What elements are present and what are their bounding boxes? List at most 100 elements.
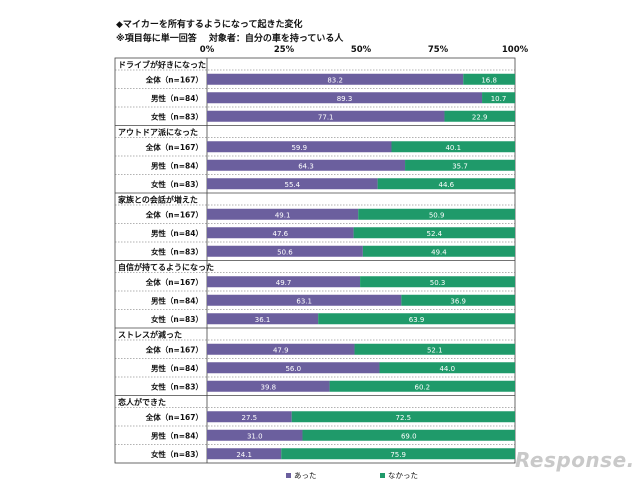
- data-label: 56.0: [285, 365, 301, 373]
- data-label: 35.7: [452, 162, 468, 170]
- bar-nakatta: [377, 178, 515, 190]
- x-tick-label: 100%: [502, 45, 529, 55]
- data-label: 72.5: [396, 414, 412, 422]
- data-label: 27.5: [242, 414, 258, 422]
- bar-nakatta: [482, 92, 515, 104]
- bar-atta: [207, 110, 445, 122]
- x-tick-label: 25%: [274, 45, 295, 55]
- bar-nakatta: [358, 208, 515, 220]
- data-label: 64.3: [298, 162, 314, 170]
- group-label: 恋人ができた: [118, 397, 166, 407]
- bar-atta: [207, 362, 380, 374]
- row-label: 全体（n=167）: [145, 412, 203, 422]
- data-label: 22.9: [472, 113, 488, 121]
- bar-atta: [207, 227, 354, 239]
- data-label: 49.1: [275, 211, 291, 219]
- bar-nakatta: [401, 294, 515, 306]
- group-label: 自信が持てるようになった: [118, 262, 214, 272]
- data-label: 60.2: [414, 383, 430, 391]
- data-label: 50.9: [429, 211, 445, 219]
- data-label: 63.1: [296, 297, 312, 305]
- data-label: 83.2: [327, 76, 343, 84]
- legend-swatch: [380, 473, 385, 478]
- bar-nakatta: [353, 227, 515, 239]
- row-label: 男性（n=84）: [151, 430, 203, 440]
- data-label: 47.9: [273, 346, 289, 354]
- bar-atta: [207, 73, 464, 85]
- x-tick-label: 75%: [428, 45, 449, 55]
- bar-atta: [207, 208, 359, 220]
- data-label: 36.1: [255, 316, 271, 324]
- chart-subtitle: ※項目毎に単一回答 対象者：自分の車を持っている人: [116, 34, 344, 44]
- data-label: 49.7: [276, 279, 292, 287]
- bar-atta: [207, 294, 402, 306]
- bar-atta: [207, 411, 292, 423]
- row-label: 女性（n=83）: [151, 179, 203, 189]
- bar-atta: [207, 429, 303, 441]
- chart-title: ◆マイカーを所有するようになって起きた変化: [116, 20, 303, 30]
- data-label: 16.8: [481, 76, 497, 84]
- bar-atta: [207, 92, 483, 104]
- bar-atta: [207, 313, 319, 325]
- data-label: 89.3: [337, 95, 353, 103]
- row-label: 男性（n=84）: [151, 295, 203, 305]
- data-label: 47.6: [273, 230, 289, 238]
- bar-nakatta: [360, 276, 515, 288]
- bar-nakatta: [291, 411, 515, 423]
- bar-atta: [207, 276, 361, 288]
- bar-nakatta: [444, 110, 515, 122]
- bar-nakatta: [379, 362, 515, 374]
- bar-nakatta: [362, 245, 515, 257]
- bar-nakatta: [391, 141, 515, 153]
- data-label: 52.1: [427, 346, 443, 354]
- group-label: ドライブが好きになった: [118, 60, 206, 70]
- bar-nakatta: [318, 313, 515, 325]
- row-label: 女性（n=83）: [151, 111, 203, 121]
- x-tick-label: 0%: [200, 45, 215, 55]
- legend-swatch: [286, 473, 291, 478]
- data-label: 39.8: [260, 383, 276, 391]
- data-label: 63.9: [409, 316, 425, 324]
- bar-atta: [207, 141, 392, 153]
- row-label: 女性（n=83）: [151, 246, 203, 256]
- bar-nakatta: [354, 343, 515, 355]
- data-label: 10.7: [491, 95, 507, 103]
- row-label: 男性（n=84）: [151, 228, 203, 238]
- group-label: ストレスが減った: [118, 330, 182, 340]
- bar-atta: [207, 245, 363, 257]
- row-label: 男性（n=84）: [151, 363, 203, 373]
- bar-nakatta: [463, 73, 515, 85]
- bar-atta: [207, 343, 355, 355]
- response-watermark: Response.: [515, 448, 635, 472]
- row-label: 男性（n=84）: [151, 160, 203, 170]
- bar-atta: [207, 448, 282, 460]
- row-label: 全体（n=167）: [145, 344, 203, 354]
- data-label: 55.4: [285, 181, 301, 189]
- group-label: 家族との会話が増えた: [118, 195, 198, 205]
- row-label: 全体（n=167）: [145, 74, 203, 84]
- group-label: アウトドア派になった: [118, 127, 198, 137]
- x-tick-label: 50%: [351, 45, 372, 55]
- data-label: 36.9: [450, 297, 466, 305]
- legend-label: なかった: [388, 471, 418, 480]
- data-label: 52.4: [427, 230, 443, 238]
- data-label: 59.9: [291, 144, 307, 152]
- data-label: 40.1: [445, 144, 461, 152]
- data-label: 24.1: [236, 451, 252, 459]
- bar-nakatta: [329, 380, 515, 392]
- data-label: 75.9: [390, 451, 406, 459]
- bar-atta: [207, 159, 406, 171]
- data-label: 49.4: [431, 248, 447, 256]
- data-label: 50.6: [277, 248, 293, 256]
- legend-label: あった: [294, 471, 317, 480]
- data-label: 31.0: [247, 432, 263, 440]
- bar-nakatta: [302, 429, 515, 441]
- bar-nakatta: [281, 448, 515, 460]
- data-label: 44.6: [439, 181, 455, 189]
- data-label: 77.1: [318, 113, 334, 121]
- row-label: 全体（n=167）: [145, 142, 203, 152]
- bar-nakatta: [405, 159, 515, 171]
- data-label: 50.3: [430, 279, 446, 287]
- bar-atta: [207, 178, 378, 190]
